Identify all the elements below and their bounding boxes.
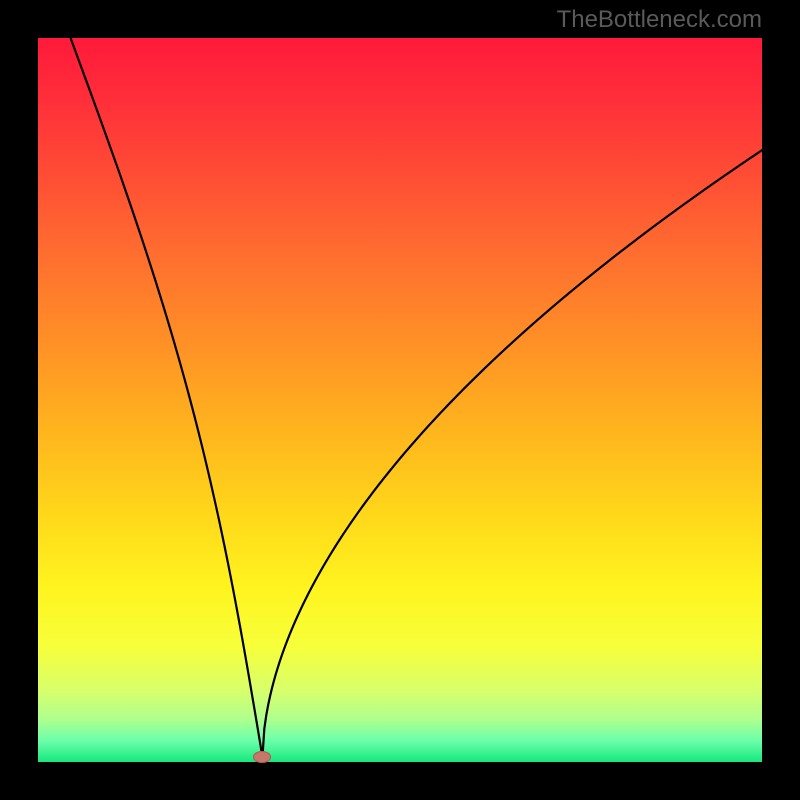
watermark-text: TheBottleneck.com: [557, 6, 762, 34]
minimum-point-marker: [253, 751, 271, 763]
chart-stage: TheBottleneck.com: [0, 0, 800, 800]
plot-area: [38, 38, 762, 762]
